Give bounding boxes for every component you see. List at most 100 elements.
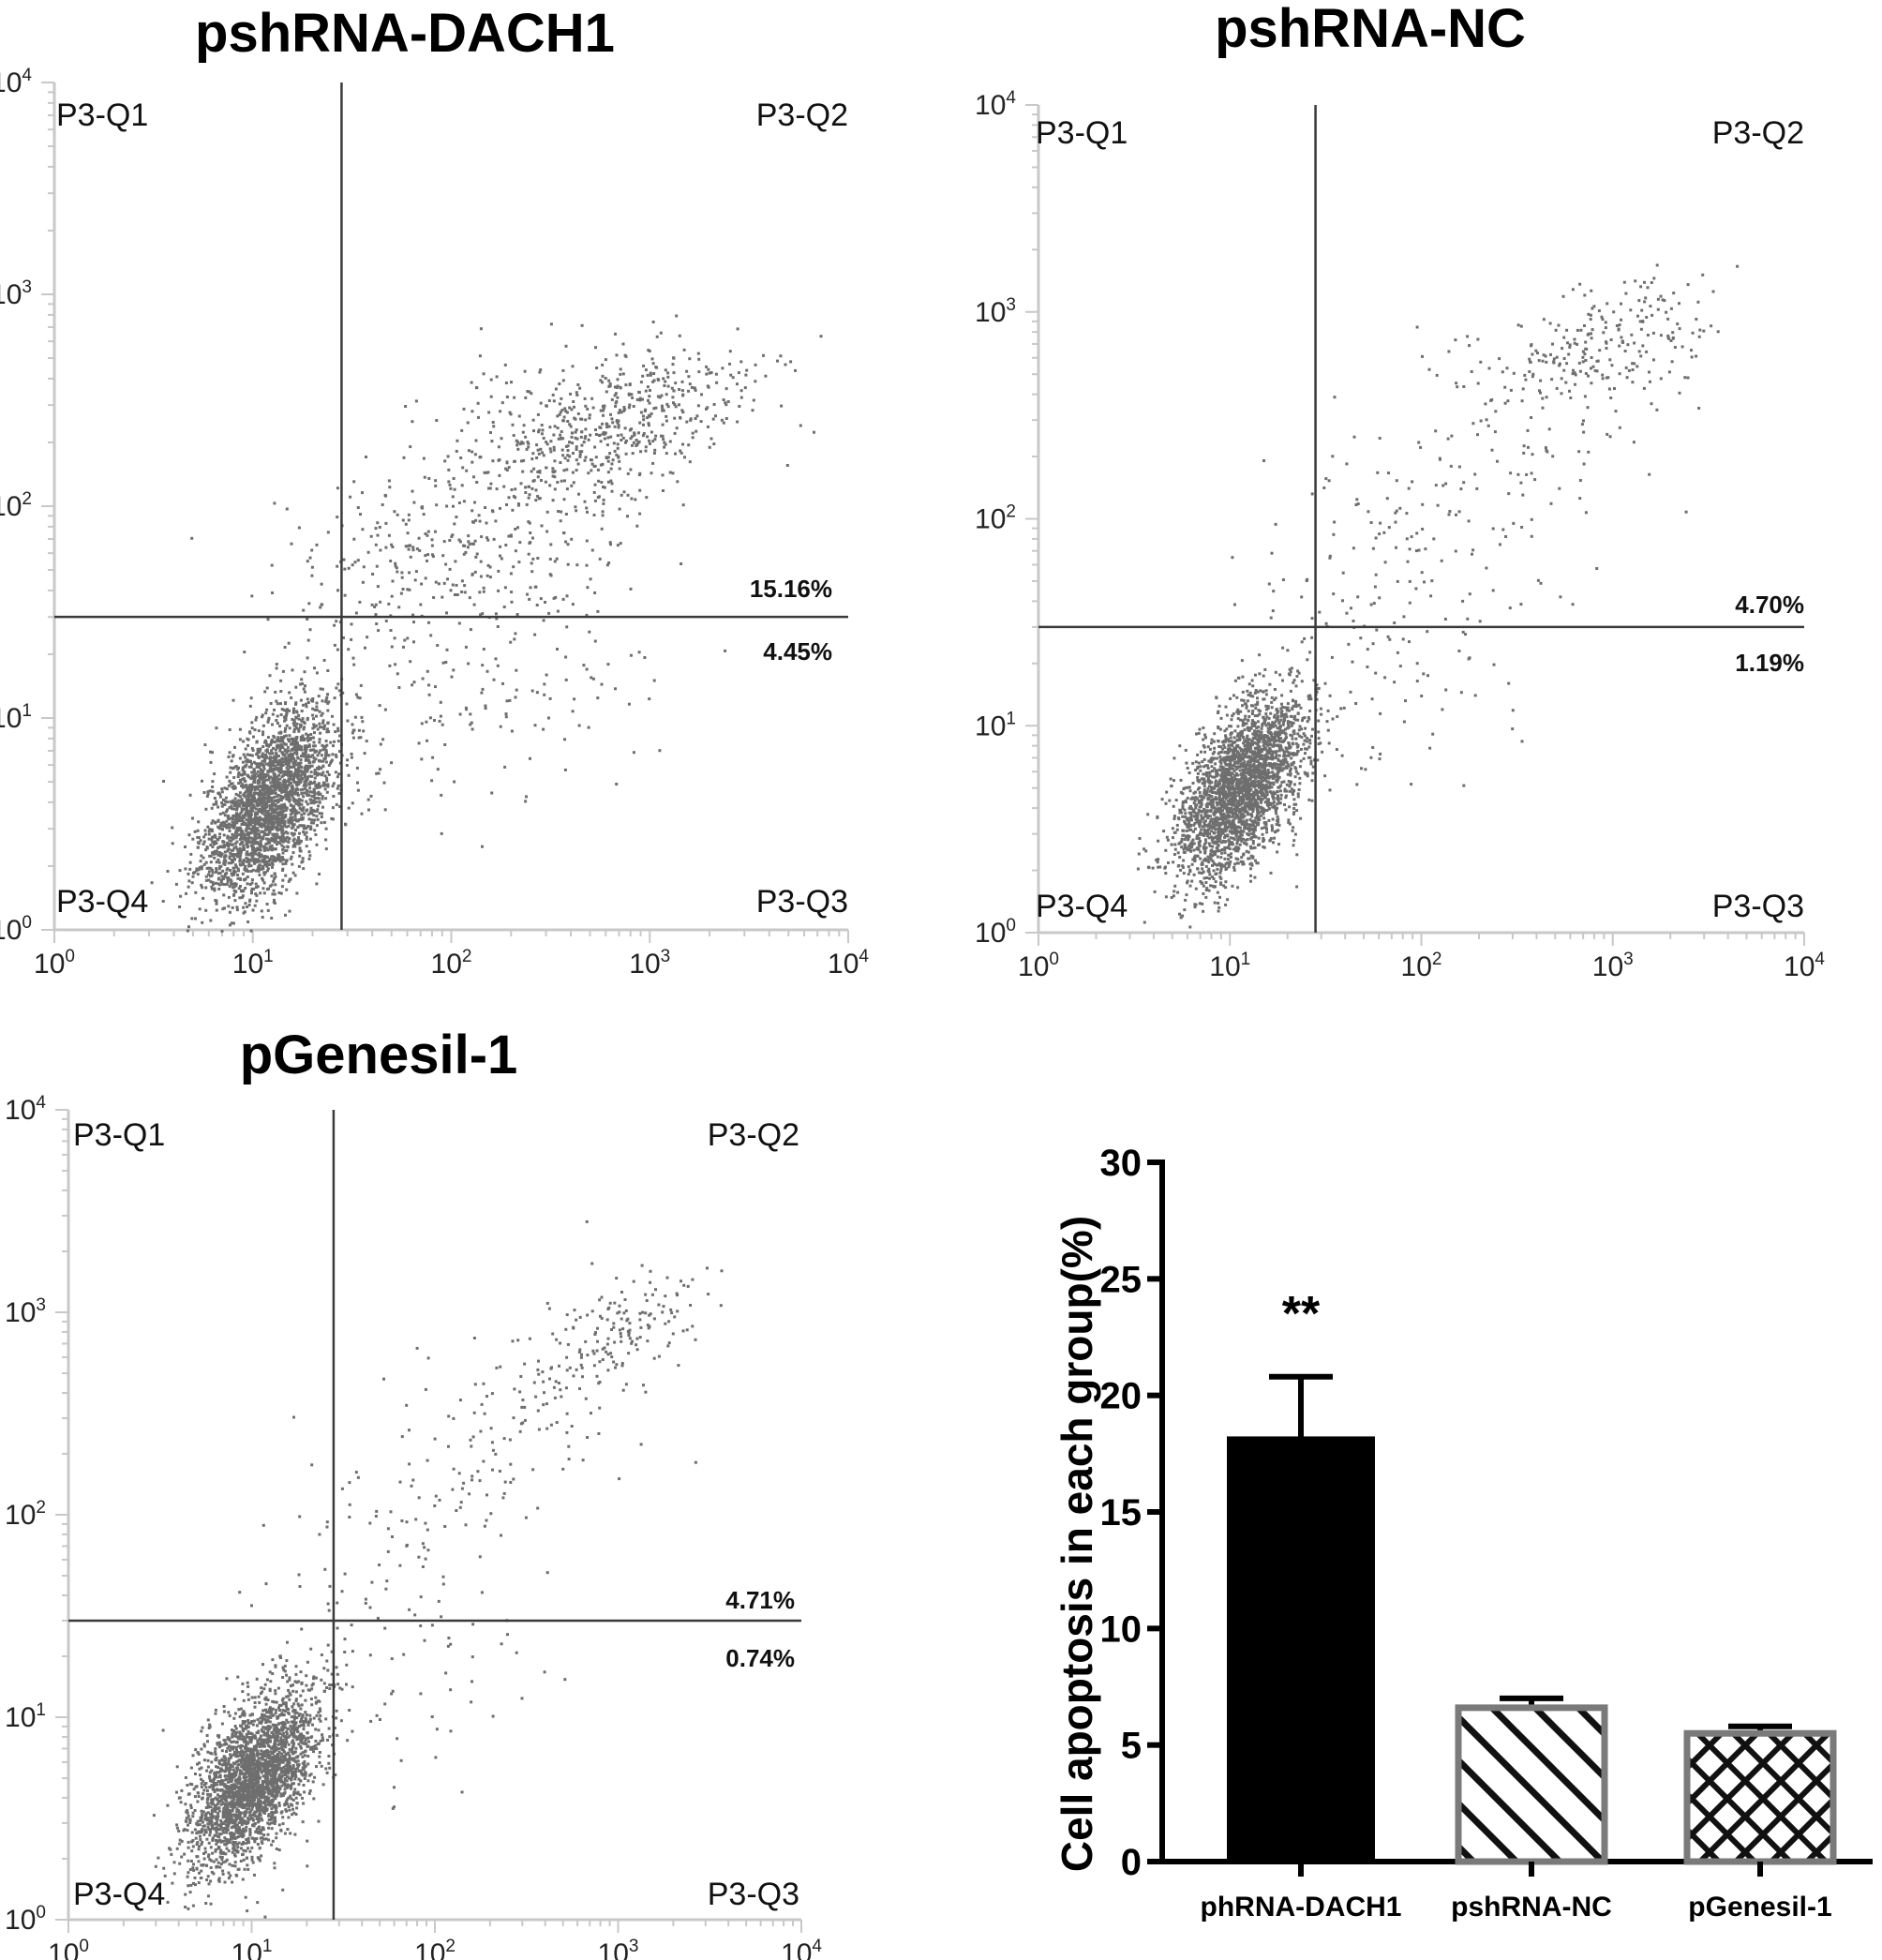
scatter-point bbox=[1252, 756, 1256, 759]
scatter-point bbox=[234, 884, 238, 888]
scatter-point bbox=[500, 557, 503, 561]
scatter-point bbox=[538, 497, 542, 501]
scatter-point bbox=[297, 766, 300, 770]
scatter-point bbox=[424, 576, 427, 580]
scatter-point bbox=[243, 807, 246, 811]
scatter-point bbox=[1310, 734, 1313, 738]
scatter-point bbox=[312, 717, 315, 721]
scatter-point bbox=[1325, 720, 1329, 724]
scatter-point bbox=[274, 816, 277, 820]
scatter-point bbox=[557, 510, 560, 513]
scatter-point bbox=[308, 837, 312, 841]
scatter-point bbox=[209, 919, 213, 922]
scatter-point bbox=[637, 431, 640, 435]
scatter-point bbox=[315, 705, 319, 709]
scatter-point bbox=[278, 763, 282, 767]
scatter-point bbox=[262, 767, 266, 771]
scatter-point bbox=[1219, 779, 1223, 783]
scatter-point bbox=[306, 768, 310, 771]
scatter-point bbox=[642, 432, 646, 435]
scatter-point bbox=[230, 839, 233, 843]
scatter-point bbox=[412, 621, 415, 624]
scatter-point bbox=[502, 485, 506, 488]
scatter-point bbox=[724, 403, 728, 407]
scatter-point bbox=[638, 396, 642, 400]
scatter-point bbox=[260, 844, 262, 846]
scatter-point bbox=[313, 769, 317, 771]
scatter-point bbox=[1256, 720, 1260, 724]
scatter-point bbox=[311, 808, 315, 812]
scatter-point bbox=[284, 913, 287, 917]
scatter-point bbox=[303, 812, 306, 815]
scatter-point bbox=[1271, 817, 1275, 821]
scatter-point bbox=[312, 801, 316, 805]
scatter-point bbox=[277, 854, 281, 858]
scatter-point bbox=[369, 794, 373, 798]
scatter-point bbox=[308, 827, 312, 830]
scatter-point bbox=[250, 881, 254, 885]
scatter-point bbox=[231, 905, 234, 909]
scatter-point bbox=[250, 856, 254, 860]
y-tick-label: 101 bbox=[975, 709, 1016, 741]
scatter-point bbox=[583, 458, 587, 462]
scatter-point bbox=[336, 486, 339, 490]
scatter-point bbox=[232, 807, 236, 811]
scatter-point bbox=[510, 381, 513, 384]
scatter-point bbox=[647, 422, 650, 426]
scatter-point bbox=[227, 784, 231, 787]
scatter-point bbox=[310, 565, 314, 569]
scatter-point bbox=[752, 398, 755, 402]
scatter-point bbox=[602, 501, 605, 505]
scatter-point bbox=[237, 829, 241, 832]
scatter-point bbox=[321, 721, 325, 725]
scatter-point bbox=[469, 628, 472, 632]
scatter-point bbox=[241, 894, 245, 898]
scatter-point bbox=[401, 588, 405, 591]
scatter-point bbox=[245, 786, 248, 790]
scatter-point bbox=[504, 544, 508, 546]
scatter-point bbox=[642, 418, 646, 422]
scatter-point bbox=[279, 789, 283, 793]
scatter-point bbox=[573, 416, 576, 420]
scatter-point bbox=[1223, 761, 1227, 765]
scatter-point bbox=[321, 795, 324, 799]
scatter-point bbox=[407, 544, 411, 547]
scatter-point bbox=[245, 784, 248, 786]
scatter-point bbox=[470, 573, 474, 576]
scatter-point bbox=[249, 794, 253, 798]
scatter-point bbox=[559, 437, 562, 441]
scatter-point bbox=[241, 832, 245, 836]
scatter-point bbox=[384, 546, 388, 549]
scatter-point bbox=[665, 419, 668, 423]
scatter-point bbox=[300, 799, 304, 802]
scatter-point bbox=[621, 342, 625, 346]
scatter-point bbox=[252, 847, 256, 851]
scatter-point bbox=[306, 638, 310, 642]
scatter-point bbox=[322, 726, 326, 730]
x-tick-label: 102 bbox=[1401, 950, 1442, 982]
scatter-point bbox=[596, 468, 600, 471]
scatter-point bbox=[427, 683, 431, 687]
scatter-point bbox=[265, 837, 269, 841]
scatter-point bbox=[350, 637, 353, 641]
scatter-point bbox=[374, 613, 378, 617]
scatter-point bbox=[249, 864, 253, 868]
scatter-point bbox=[668, 440, 672, 443]
scatter-point bbox=[258, 832, 261, 836]
scatter-point bbox=[632, 405, 635, 408]
scatter-point bbox=[197, 820, 201, 824]
scatter-point bbox=[268, 857, 272, 860]
scatter-point bbox=[291, 851, 295, 855]
scatter-point bbox=[1213, 901, 1217, 905]
scatter-point bbox=[300, 792, 304, 796]
scatter-point bbox=[1274, 792, 1277, 796]
scatter-point bbox=[436, 768, 440, 771]
scatter-point bbox=[580, 450, 584, 454]
scatter-point bbox=[309, 825, 313, 829]
scatter-point bbox=[280, 708, 284, 711]
scatter-point bbox=[1247, 738, 1251, 741]
scatter-point bbox=[486, 538, 490, 542]
y-tick-label: 103 bbox=[0, 277, 32, 310]
scatter-point bbox=[487, 411, 491, 414]
scatter-point bbox=[737, 371, 740, 375]
